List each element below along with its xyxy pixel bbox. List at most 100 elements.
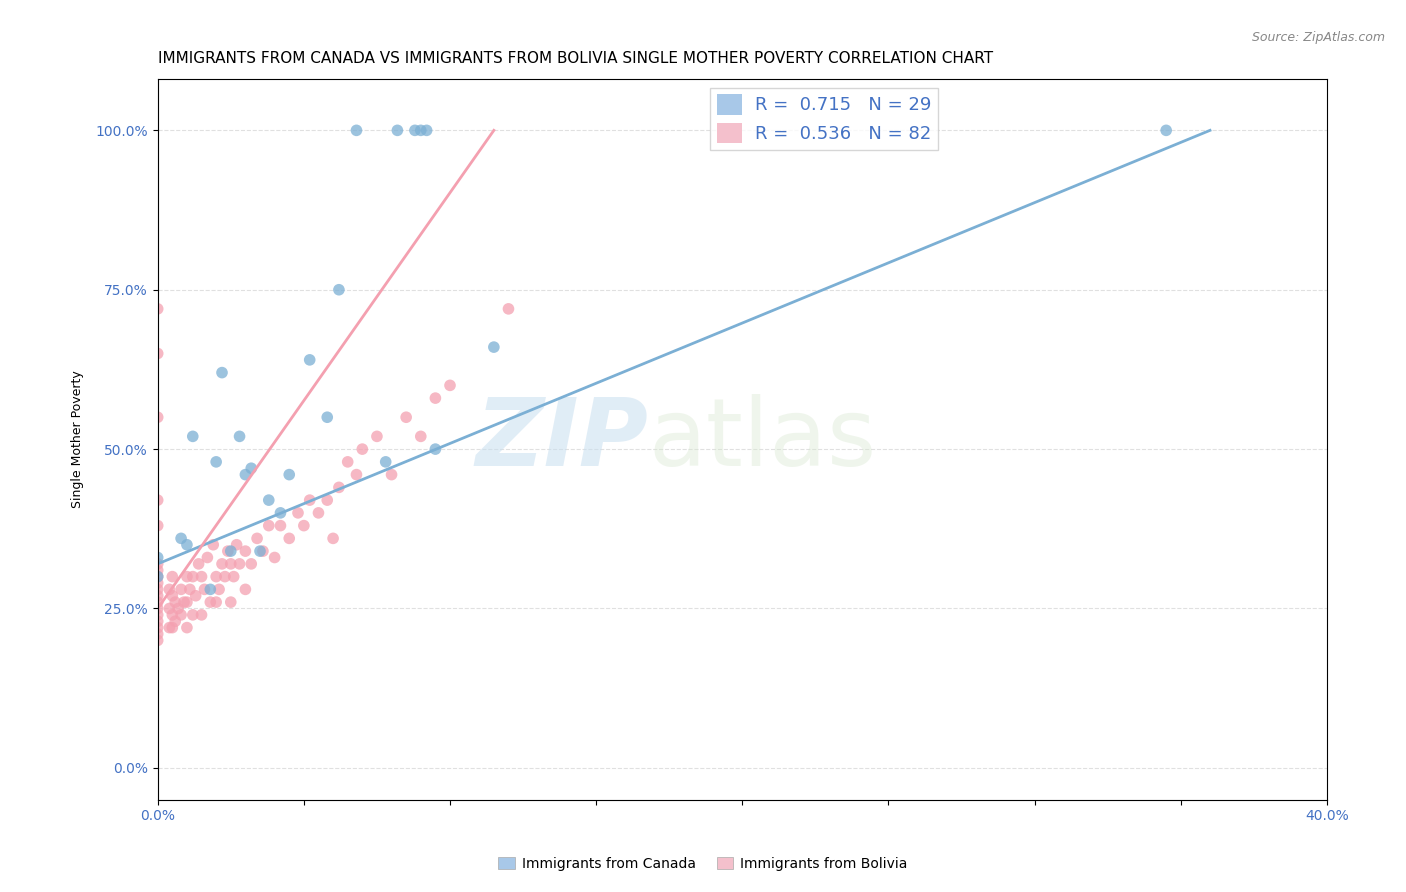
Point	[146, 493, 169, 508]
Point	[498, 301, 520, 316]
Point	[395, 410, 418, 425]
Point	[162, 589, 184, 603]
Legend: Immigrants from Canada, Immigrants from Bolivia: Immigrants from Canada, Immigrants from …	[492, 851, 914, 876]
Point	[298, 352, 321, 367]
Point	[298, 493, 321, 508]
Point	[717, 123, 740, 137]
Point	[404, 123, 426, 137]
Point	[146, 589, 169, 603]
Point	[278, 532, 301, 546]
Point	[235, 544, 257, 558]
Point	[146, 607, 169, 622]
Point	[292, 518, 315, 533]
Point	[252, 544, 274, 558]
Point	[193, 582, 215, 597]
Point	[249, 544, 271, 558]
Point	[425, 391, 447, 405]
Point	[225, 538, 247, 552]
Point	[336, 455, 359, 469]
Point	[308, 506, 330, 520]
Point	[269, 506, 291, 520]
Point	[146, 410, 169, 425]
Point	[263, 550, 285, 565]
Text: ZIP: ZIP	[475, 393, 648, 485]
Point	[181, 569, 204, 583]
Point	[439, 378, 461, 392]
Point	[179, 582, 201, 597]
Point	[409, 429, 432, 443]
Point	[328, 283, 350, 297]
Point	[240, 557, 263, 571]
Point	[316, 493, 339, 508]
Point	[146, 569, 169, 583]
Point	[197, 550, 219, 565]
Point	[146, 557, 169, 571]
Point	[409, 123, 432, 137]
Point	[211, 557, 233, 571]
Point	[425, 442, 447, 456]
Point	[222, 569, 245, 583]
Point	[146, 633, 169, 648]
Point	[269, 518, 291, 533]
Text: atlas: atlas	[648, 393, 877, 485]
Point	[162, 569, 184, 583]
Point	[146, 563, 169, 577]
Point	[366, 429, 388, 443]
Point	[190, 569, 212, 583]
Point	[352, 442, 374, 456]
Point	[176, 538, 198, 552]
Point	[200, 582, 222, 597]
Point	[219, 544, 242, 558]
Point	[165, 595, 187, 609]
Point	[146, 627, 169, 641]
Point	[146, 576, 169, 591]
Point	[170, 532, 193, 546]
Point	[246, 532, 269, 546]
Point	[346, 467, 368, 482]
Point	[482, 340, 505, 354]
Point	[146, 569, 169, 583]
Point	[328, 480, 350, 494]
Point	[165, 614, 187, 628]
Point	[190, 607, 212, 622]
Text: IMMIGRANTS FROM CANADA VS IMMIGRANTS FROM BOLIVIA SINGLE MOTHER POVERTY CORRELAT: IMMIGRANTS FROM CANADA VS IMMIGRANTS FRO…	[157, 51, 993, 66]
Point	[228, 429, 250, 443]
Point	[287, 506, 309, 520]
Point	[380, 467, 402, 482]
Point	[162, 607, 184, 622]
Text: Source: ZipAtlas.com: Source: ZipAtlas.com	[1251, 31, 1385, 45]
Point	[146, 614, 169, 628]
Point	[217, 544, 239, 558]
Point	[200, 595, 222, 609]
Point	[235, 582, 257, 597]
Legend: R =  0.715   N = 29, R =  0.536   N = 82: R = 0.715 N = 29, R = 0.536 N = 82	[710, 87, 938, 150]
Point	[1154, 123, 1177, 137]
Point	[162, 621, 184, 635]
Point	[240, 461, 263, 475]
Point	[205, 595, 228, 609]
Y-axis label: Single Mother Poverty: Single Mother Poverty	[72, 371, 84, 508]
Point	[374, 455, 396, 469]
Point	[219, 557, 242, 571]
Point	[146, 301, 169, 316]
Point	[170, 607, 193, 622]
Point	[316, 410, 339, 425]
Point	[167, 601, 190, 615]
Point	[146, 582, 169, 597]
Point	[176, 621, 198, 635]
Point	[146, 550, 169, 565]
Point	[211, 366, 233, 380]
Point	[235, 467, 257, 482]
Point	[208, 582, 231, 597]
Point	[157, 621, 180, 635]
Point	[184, 589, 207, 603]
Point	[181, 429, 204, 443]
Point	[157, 582, 180, 597]
Point	[322, 532, 344, 546]
Point	[228, 557, 250, 571]
Point	[257, 518, 280, 533]
Point	[187, 557, 209, 571]
Point	[257, 493, 280, 508]
Point	[278, 467, 301, 482]
Point	[146, 601, 169, 615]
